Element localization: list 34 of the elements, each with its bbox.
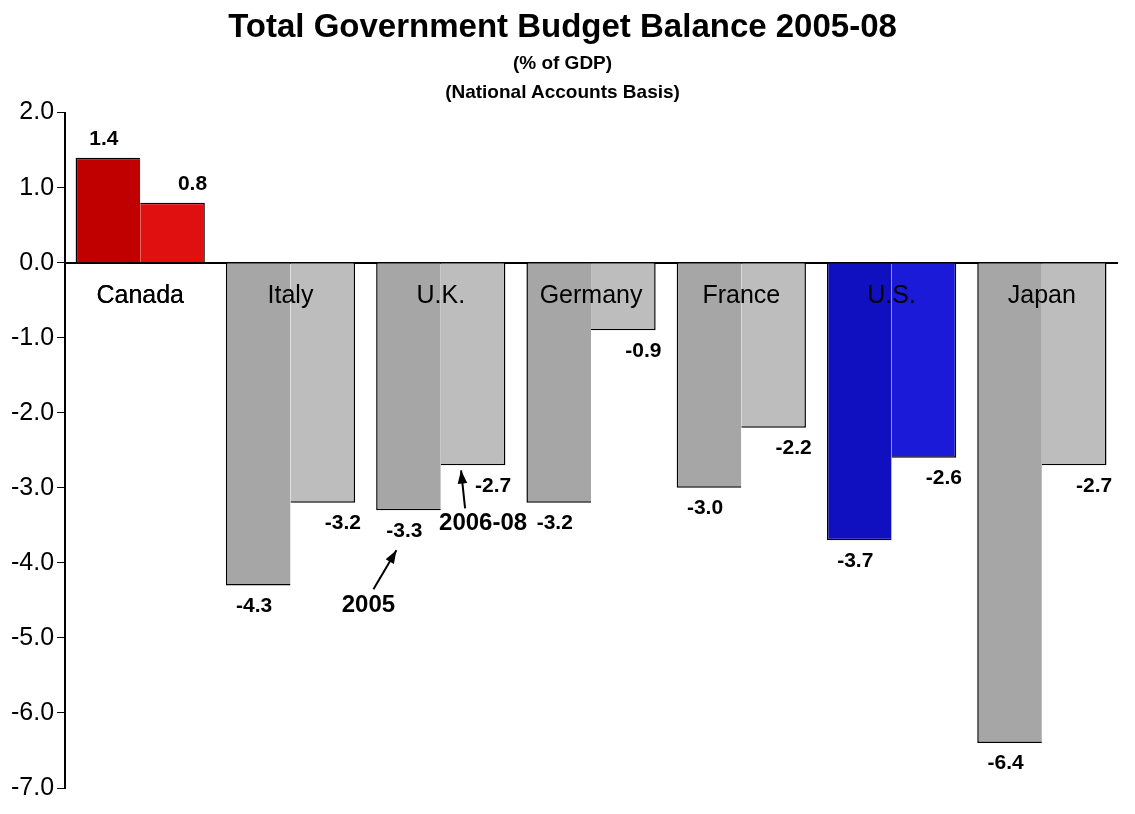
y-tick-label: -4.0 (10, 546, 55, 575)
y-tick-label: 1.0 (19, 171, 55, 200)
y-tick-label: -3.0 (10, 471, 55, 500)
text: 2005 (341, 589, 396, 617)
data-label: 1.4 (89, 125, 119, 149)
y-tick-label: 2.0 (19, 96, 55, 125)
data-label: -3.3 (386, 517, 423, 541)
y-tick-label: -6.0 (10, 696, 55, 725)
data-label: -3.2 (536, 510, 573, 534)
y-tick-label: -2.0 (10, 396, 55, 425)
y-tick-label: -7.0 (10, 771, 55, 800)
data-label: -4.3 (236, 592, 273, 616)
data-label: -3.7 (837, 547, 874, 571)
series-label: 2006-08 (439, 507, 528, 535)
data-label: -2.6 (925, 465, 962, 489)
data-label: -3.2 (324, 510, 361, 534)
data-label: -2.7 (1076, 472, 1113, 496)
chart-title: Total Government Budget Balance 2005-08 (228, 6, 897, 44)
x-tick-label: Italy (267, 279, 314, 308)
data-label: -3.0 (686, 495, 724, 519)
y-tick-label: 0.0 (19, 246, 55, 275)
data-label: 0.8 (177, 170, 208, 194)
data-label: -6.4 (987, 750, 1024, 774)
x-tick-label: Japan (1007, 279, 1076, 308)
x-tick-label: Germany (539, 279, 643, 308)
y-tick-label: -1.0 (10, 321, 55, 350)
data-label: -0.9 (625, 337, 662, 361)
x-tick-label: Canada (96, 279, 185, 308)
x-tick-label: U.K. (416, 279, 466, 308)
data-label: -2.2 (775, 435, 812, 459)
x-tick-label: France (702, 279, 781, 308)
y-tick-label: -5.0 (10, 621, 55, 650)
data-label: -2.7 (474, 472, 512, 496)
chart-subtitle: (% of GDP) (National Accounts Basis) (445, 52, 680, 102)
